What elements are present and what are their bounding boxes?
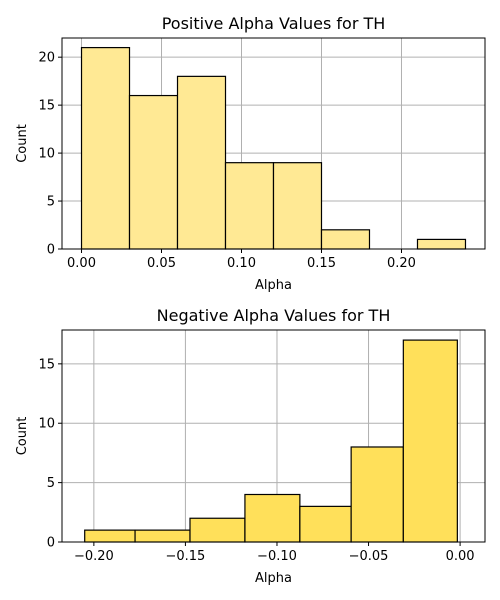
x-tick-label: −0.05 [349, 549, 389, 564]
histogram-bar [299, 505, 352, 543]
histogram-bar [416, 238, 467, 250]
y-axis-label: Count [15, 124, 30, 163]
chart-title: Negative Alpha Values for TH [157, 306, 391, 325]
axis-ticks: 0.00 0.05 0.10 0.15 0.20 0 5 10 15 20 [38, 51, 416, 271]
histogram-bars [80, 46, 467, 250]
x-tick-label: 0.20 [387, 256, 416, 271]
y-axis-label: Count [15, 417, 30, 456]
histogram-bar [176, 75, 227, 250]
x-tick-label: 0.05 [147, 256, 176, 271]
chart-title: Positive Alpha Values for TH [162, 14, 386, 33]
x-axis-label: Alpha [255, 571, 292, 586]
x-tick-label: 0.00 [67, 256, 96, 271]
x-tick-label: −0.20 [74, 549, 114, 564]
x-tick-label: 0.15 [307, 256, 336, 271]
positive-alpha-histogram: Positive Alpha Values for TH 0.00 0.05 0.1… [15, 14, 486, 293]
histogram-bar [320, 229, 371, 250]
histogram-bar [128, 94, 179, 250]
histogram-bars [84, 339, 458, 543]
histogram-bar [350, 446, 404, 543]
histogram-bar [80, 46, 131, 250]
histogram-bar [134, 529, 191, 543]
y-tick-label: 10 [38, 417, 55, 432]
plot-frame [61, 329, 486, 543]
y-tick-label: 0 [47, 243, 55, 258]
y-tick-label: 20 [38, 51, 55, 66]
negative-alpha-histogram: Negative Alpha Values for TH −0.20 −0.15−… [15, 306, 486, 586]
y-tick-label: 0 [47, 536, 55, 551]
y-tick-label: 5 [47, 195, 55, 210]
histogram-bar [272, 162, 323, 250]
x-tick-label: −0.10 [257, 549, 297, 564]
x-axis-label: Alpha [255, 278, 292, 293]
y-tick-label: 15 [38, 357, 55, 372]
x-tick-label: 0.00 [446, 549, 475, 564]
histogram-bar [224, 162, 275, 250]
y-tick-label: 5 [47, 476, 55, 491]
plot-frame [61, 37, 486, 250]
y-tick-label: 15 [38, 99, 55, 114]
histogram-bar [84, 529, 136, 543]
histogram-bar [189, 517, 246, 543]
x-tick-label: −0.15 [165, 549, 205, 564]
y-tick-label: 10 [38, 147, 55, 162]
histogram-bar [402, 339, 458, 543]
x-tick-label: 0.10 [227, 256, 256, 271]
histogram-bar [244, 493, 301, 543]
axis-ticks: −0.20 −0.15 −0.10 −0.05 0.00 0 5 10 15 [38, 357, 474, 564]
